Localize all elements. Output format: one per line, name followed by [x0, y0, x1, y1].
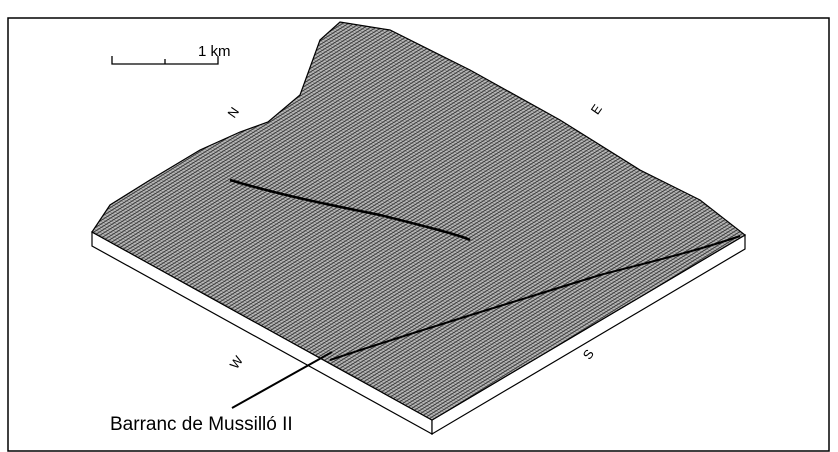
scale-label: 1 km: [198, 43, 231, 60]
compass-north: N: [224, 104, 242, 120]
scale-bar: 1 km: [111, 43, 231, 65]
scale-line: [111, 56, 219, 65]
annotation-label: Barranc de Mussilló II: [110, 414, 293, 435]
compass-east: E: [588, 101, 605, 117]
compass-west: W: [227, 352, 247, 371]
valley: [229, 178, 471, 242]
valley: [329, 235, 741, 361]
leader-line: [231, 351, 333, 409]
terrain-block: [91, 21, 747, 436]
frame: [7, 17, 830, 452]
compass-south: S: [580, 346, 597, 362]
terrain-shading: [92, 22, 745, 420]
